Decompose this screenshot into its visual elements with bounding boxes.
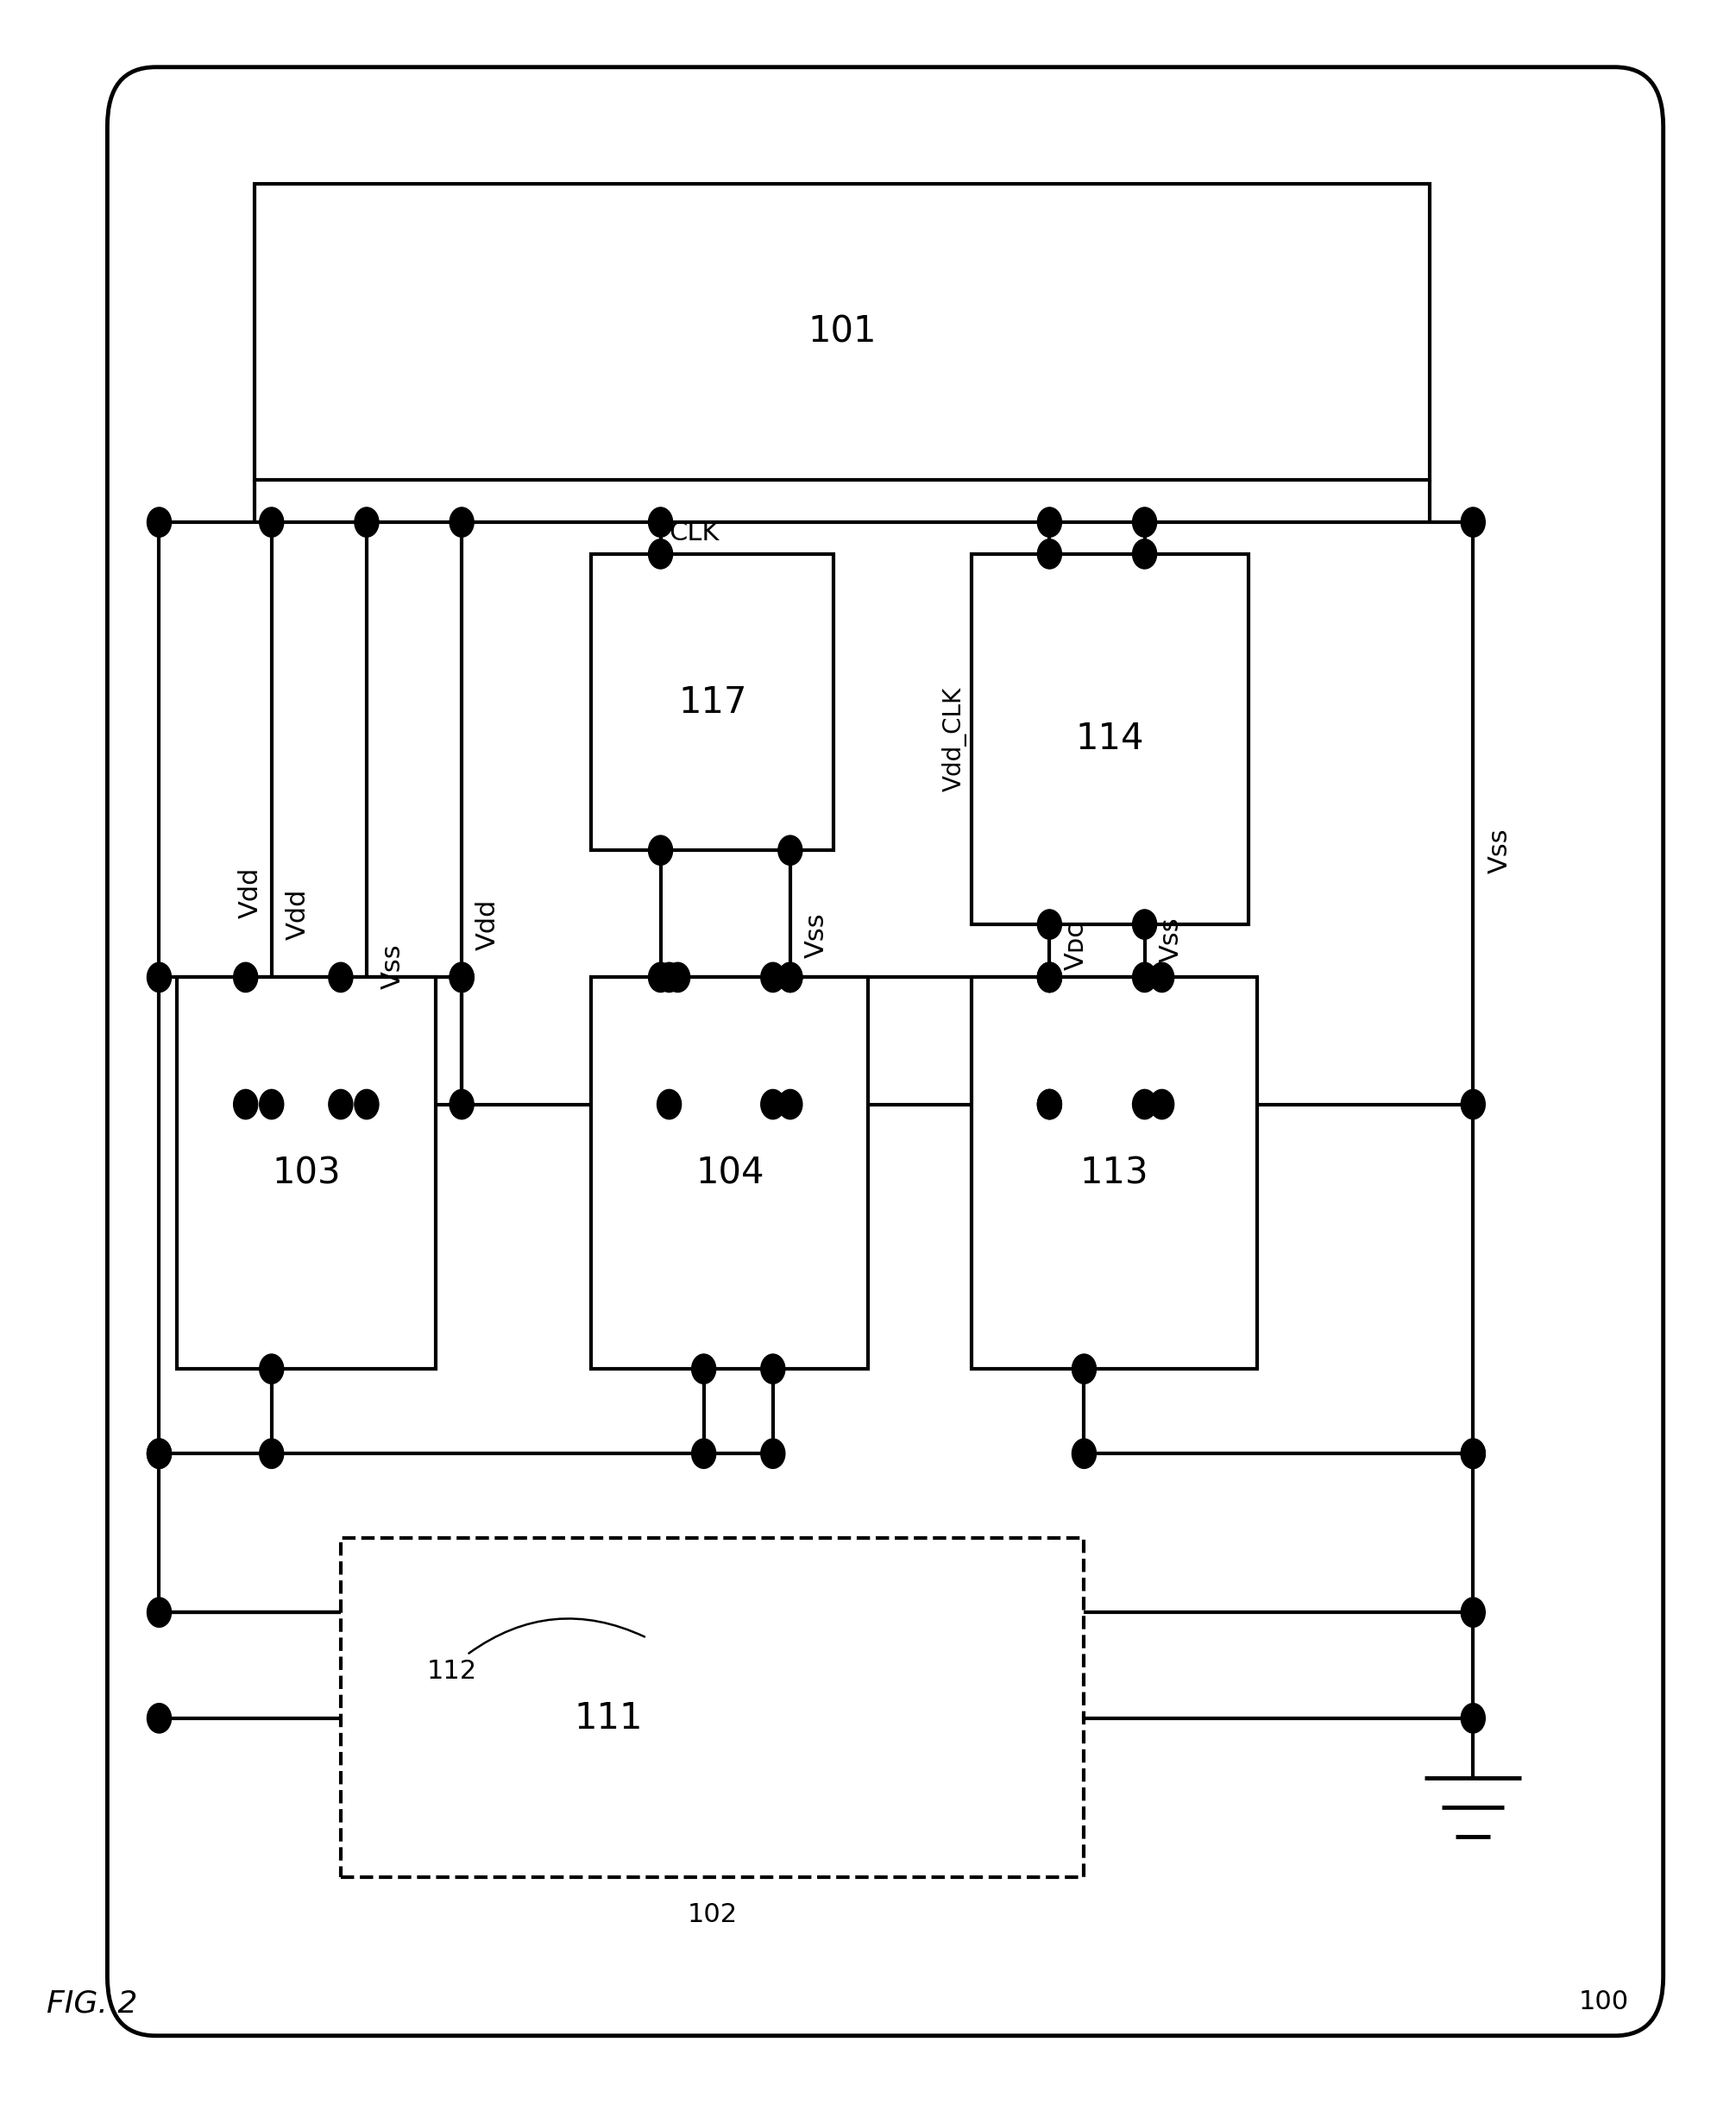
- Circle shape: [450, 962, 474, 992]
- Circle shape: [649, 835, 672, 864]
- Circle shape: [760, 1355, 785, 1383]
- Circle shape: [691, 1438, 715, 1468]
- Circle shape: [1038, 1090, 1062, 1119]
- Text: CLK: CLK: [668, 520, 719, 546]
- Circle shape: [1038, 1090, 1062, 1119]
- Circle shape: [760, 962, 785, 992]
- Bar: [470, 1644, 746, 1793]
- Text: Vss: Vss: [1488, 828, 1512, 873]
- Circle shape: [1462, 1090, 1486, 1119]
- Circle shape: [1462, 508, 1486, 537]
- Circle shape: [778, 962, 802, 992]
- Circle shape: [354, 508, 378, 537]
- Text: 102: 102: [687, 1903, 738, 1926]
- Circle shape: [259, 508, 283, 537]
- Bar: [340, 1538, 1083, 1878]
- Text: 111: 111: [575, 1699, 642, 1735]
- Circle shape: [148, 962, 172, 992]
- Circle shape: [1132, 909, 1156, 939]
- Bar: [592, 554, 833, 850]
- Circle shape: [1073, 1438, 1095, 1468]
- Circle shape: [778, 962, 802, 992]
- Text: 114: 114: [1076, 720, 1144, 758]
- Text: Vdd_CLK: Vdd_CLK: [943, 686, 967, 792]
- Text: Vdd: Vdd: [285, 888, 311, 939]
- Circle shape: [1038, 909, 1062, 939]
- Circle shape: [234, 1090, 257, 1119]
- Text: Vdd: Vdd: [476, 898, 500, 949]
- Text: 113: 113: [1080, 1155, 1149, 1192]
- Circle shape: [450, 508, 474, 537]
- Circle shape: [691, 1355, 715, 1383]
- Circle shape: [148, 508, 172, 537]
- Text: 117: 117: [679, 684, 746, 720]
- Circle shape: [1038, 962, 1062, 992]
- Circle shape: [1073, 1355, 1095, 1383]
- Circle shape: [148, 1438, 172, 1468]
- FancyBboxPatch shape: [108, 68, 1663, 2035]
- Circle shape: [1462, 1703, 1486, 1733]
- Bar: [177, 977, 436, 1370]
- Circle shape: [1132, 962, 1156, 992]
- Circle shape: [649, 539, 672, 569]
- Circle shape: [1149, 962, 1174, 992]
- Circle shape: [1038, 539, 1062, 569]
- Text: Vss: Vss: [1158, 918, 1184, 962]
- Bar: [253, 183, 1430, 480]
- Circle shape: [234, 962, 257, 992]
- Text: 112: 112: [427, 1659, 477, 1684]
- Circle shape: [1149, 1090, 1174, 1119]
- Text: 101: 101: [807, 314, 877, 350]
- Circle shape: [328, 1090, 352, 1119]
- Circle shape: [760, 1090, 785, 1119]
- Circle shape: [148, 1597, 172, 1627]
- Circle shape: [1462, 1597, 1486, 1627]
- Text: Vss: Vss: [804, 913, 830, 958]
- Circle shape: [778, 1090, 802, 1119]
- Circle shape: [148, 1438, 172, 1468]
- Text: Vᴅᴄ: Vᴅᴄ: [1064, 922, 1088, 971]
- Circle shape: [259, 1438, 283, 1468]
- Bar: [972, 977, 1257, 1370]
- Text: 100: 100: [1578, 1990, 1628, 2014]
- Circle shape: [649, 508, 672, 537]
- Text: Vss: Vss: [380, 943, 406, 990]
- Circle shape: [1132, 1090, 1156, 1119]
- Circle shape: [1132, 539, 1156, 569]
- Circle shape: [778, 835, 802, 864]
- Text: Vdd: Vdd: [238, 867, 262, 918]
- Circle shape: [760, 1438, 785, 1468]
- Circle shape: [1462, 1438, 1486, 1468]
- Circle shape: [1462, 1438, 1486, 1468]
- Circle shape: [354, 1090, 378, 1119]
- Text: 104: 104: [696, 1155, 764, 1192]
- Circle shape: [1038, 962, 1062, 992]
- Circle shape: [658, 1090, 681, 1119]
- Circle shape: [1038, 508, 1062, 537]
- Circle shape: [450, 962, 474, 992]
- Circle shape: [259, 1355, 283, 1383]
- Circle shape: [259, 1090, 283, 1119]
- Bar: [972, 554, 1248, 924]
- Circle shape: [1132, 508, 1156, 537]
- Text: FIG. 2: FIG. 2: [47, 1990, 137, 2018]
- Text: 103: 103: [273, 1155, 340, 1192]
- Circle shape: [1038, 962, 1062, 992]
- Circle shape: [665, 962, 689, 992]
- Circle shape: [649, 962, 672, 992]
- Circle shape: [328, 962, 352, 992]
- Bar: [592, 977, 868, 1370]
- Circle shape: [450, 1090, 474, 1119]
- Circle shape: [658, 962, 681, 992]
- Circle shape: [148, 1703, 172, 1733]
